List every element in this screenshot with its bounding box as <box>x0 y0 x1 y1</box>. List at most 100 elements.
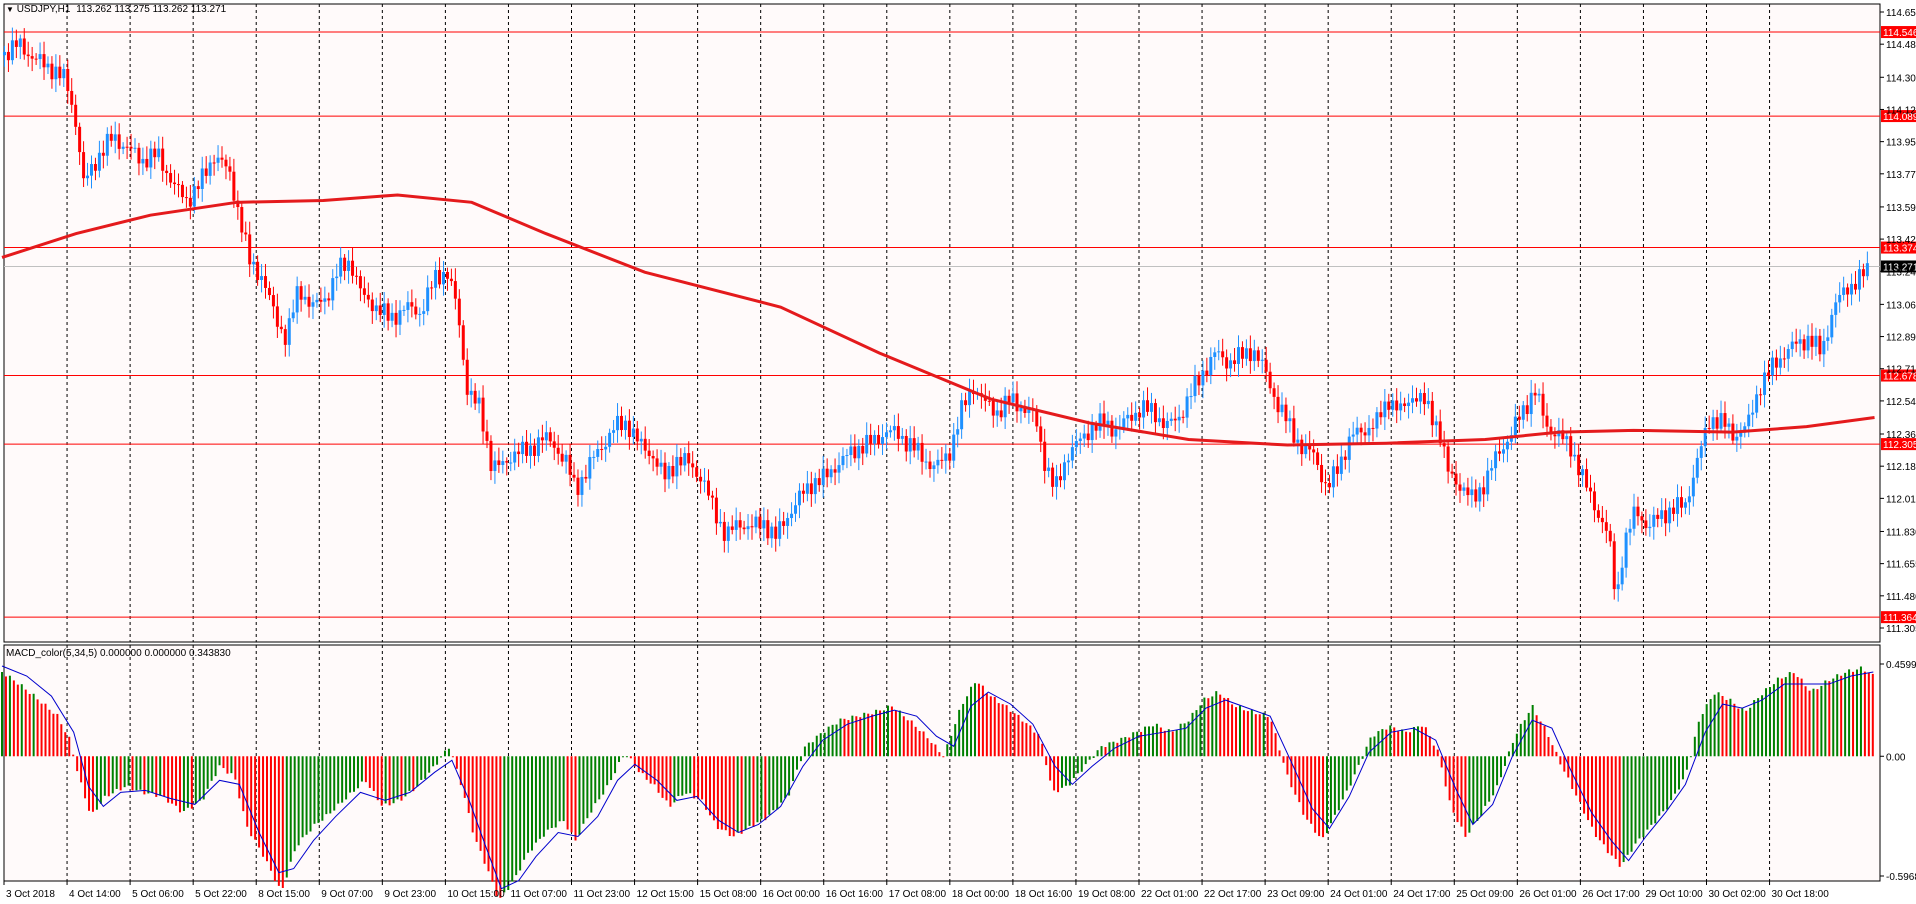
horizontal-levels[interactable]: 114.546 114.089 113.374 112.678 112.305 111.3… <box>4 26 1916 624</box>
candle-body <box>1300 439 1304 455</box>
macd-bar <box>28 693 31 757</box>
candle-body <box>1794 341 1798 344</box>
macd-bar <box>764 756 767 821</box>
candle-body <box>1331 466 1335 488</box>
candle-body <box>240 207 244 233</box>
candle-body <box>540 437 544 441</box>
chart-menu-arrow-icon[interactable]: ▼ <box>6 5 14 14</box>
macd-bar <box>262 756 265 857</box>
candle-body <box>663 462 667 480</box>
candle-body <box>149 148 153 168</box>
macd-bar <box>618 756 621 762</box>
main-panel[interactable] <box>3 3 1881 643</box>
candle-body <box>1751 412 1755 415</box>
macd-bar <box>1511 742 1514 757</box>
macd-bar <box>1496 756 1499 786</box>
macd-bar <box>803 746 806 757</box>
macd-bar <box>1333 756 1336 815</box>
candles <box>2 27 1869 602</box>
macd-bar <box>1741 708 1744 757</box>
candle-body <box>374 305 378 312</box>
candle-body <box>1438 421 1442 444</box>
macd-bar <box>1116 742 1119 757</box>
macd-bar <box>1049 756 1052 781</box>
candle-body <box>604 446 608 450</box>
macd-bar <box>1678 756 1681 790</box>
candle-body <box>481 397 485 432</box>
macd-bar <box>578 756 581 835</box>
macd-bar <box>649 756 652 784</box>
candle-body <box>264 276 268 288</box>
candle-body <box>1818 335 1822 355</box>
candle-body <box>216 157 220 163</box>
candle-body <box>398 310 402 325</box>
candle-body <box>62 68 66 79</box>
current-price-label: 113.271 <box>1883 262 1916 273</box>
candle-body <box>1668 507 1672 524</box>
candle-body <box>1256 350 1260 361</box>
macd-bar <box>819 733 822 757</box>
candle-body <box>1739 432 1743 437</box>
candle-body <box>770 526 774 539</box>
macd-bar <box>1278 750 1281 757</box>
macd-bar <box>1476 756 1479 821</box>
candle-body <box>1490 468 1494 471</box>
candle-body <box>323 298 327 302</box>
time-label: 22 Oct 01:00 <box>1141 889 1199 900</box>
macd-bar <box>677 756 680 797</box>
macd-panel[interactable] <box>3 644 1881 882</box>
candle-body <box>299 286 303 300</box>
macd-bar <box>1464 756 1467 837</box>
macd-bar <box>807 742 810 757</box>
candle-body <box>536 437 540 456</box>
macd-bar <box>349 756 352 793</box>
macd-header: MACD_color(5,34,5) 0.000000 0.000000 0.3… <box>6 648 231 660</box>
candle-body <box>93 164 97 171</box>
macd-bar <box>582 756 585 824</box>
macd-bar <box>206 756 209 789</box>
macd-bar <box>890 706 893 757</box>
candle-body <box>1846 287 1850 295</box>
macd-bar <box>1630 756 1633 852</box>
macd-bar <box>1606 756 1609 854</box>
macd-bar <box>313 756 316 824</box>
macd-bar <box>1765 688 1768 757</box>
candle-body <box>260 276 264 280</box>
candle-body <box>1763 372 1767 395</box>
candle-body <box>706 480 710 496</box>
macd-bar <box>1507 751 1510 757</box>
macd-bar <box>345 756 348 800</box>
candle-body <box>438 269 442 285</box>
candle-body <box>1826 337 1830 341</box>
macd-bar <box>1258 714 1261 757</box>
macd-bar <box>1290 756 1293 788</box>
candle-body <box>1264 359 1268 372</box>
macd-bar <box>1033 732 1036 757</box>
candle-body <box>1221 351 1225 358</box>
macd-bar <box>80 756 83 783</box>
macd-bar <box>1626 756 1629 855</box>
candle-body <box>1533 392 1537 396</box>
candle-body <box>1494 451 1498 469</box>
level-tag <box>1881 369 1916 382</box>
macd-bar <box>1373 736 1376 757</box>
macd-bar <box>1436 749 1439 757</box>
macd-bar <box>843 718 846 757</box>
candle-body <box>1715 417 1719 429</box>
candle-body <box>525 441 529 456</box>
candle-body <box>1656 514 1660 519</box>
candle-body <box>1363 432 1367 436</box>
time-label: 25 Oct 09:00 <box>1456 889 1514 900</box>
candle-body <box>1541 393 1545 416</box>
candle-body <box>1414 398 1418 402</box>
time-label: 18 Oct 16:00 <box>1015 889 1073 900</box>
macd-bar <box>863 712 866 757</box>
macd-bar <box>855 716 858 757</box>
macd-bar <box>175 756 178 806</box>
macd-bar <box>1816 689 1819 757</box>
candle-body <box>691 463 695 468</box>
macd-bar <box>1697 721 1700 757</box>
candle-body <box>291 312 295 319</box>
macd-bar <box>1219 694 1222 757</box>
